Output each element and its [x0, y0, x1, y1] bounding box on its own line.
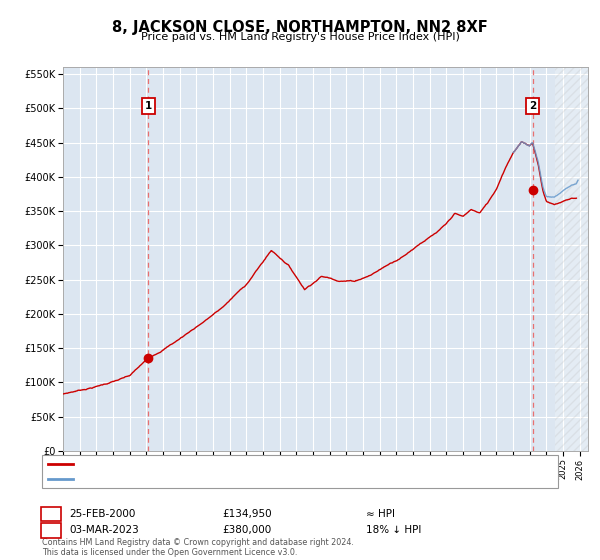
Text: ≈ HPI: ≈ HPI: [366, 508, 395, 519]
Text: 03-MAR-2023: 03-MAR-2023: [69, 525, 139, 535]
Text: 8, JACKSON CLOSE, NORTHAMPTON, NN2 8XF: 8, JACKSON CLOSE, NORTHAMPTON, NN2 8XF: [112, 20, 488, 35]
Text: Contains HM Land Registry data © Crown copyright and database right 2024.
This d: Contains HM Land Registry data © Crown c…: [42, 538, 354, 557]
Text: 1: 1: [145, 101, 152, 111]
Text: 25-FEB-2000: 25-FEB-2000: [69, 508, 136, 519]
Text: 2: 2: [47, 525, 55, 535]
Text: 2: 2: [529, 101, 536, 111]
Text: 1: 1: [47, 508, 55, 519]
Bar: [554, 67, 596, 451]
Text: HPI: Average price, detached house, West Northamptonshire: HPI: Average price, detached house, West…: [78, 474, 375, 484]
Text: Price paid vs. HM Land Registry's House Price Index (HPI): Price paid vs. HM Land Registry's House …: [140, 32, 460, 43]
Text: £134,950: £134,950: [222, 508, 272, 519]
Text: 18% ↓ HPI: 18% ↓ HPI: [366, 525, 421, 535]
Text: £380,000: £380,000: [222, 525, 271, 535]
Text: 8, JACKSON CLOSE, NORTHAMPTON, NN2 8XF (detached house): 8, JACKSON CLOSE, NORTHAMPTON, NN2 8XF (…: [78, 459, 389, 469]
